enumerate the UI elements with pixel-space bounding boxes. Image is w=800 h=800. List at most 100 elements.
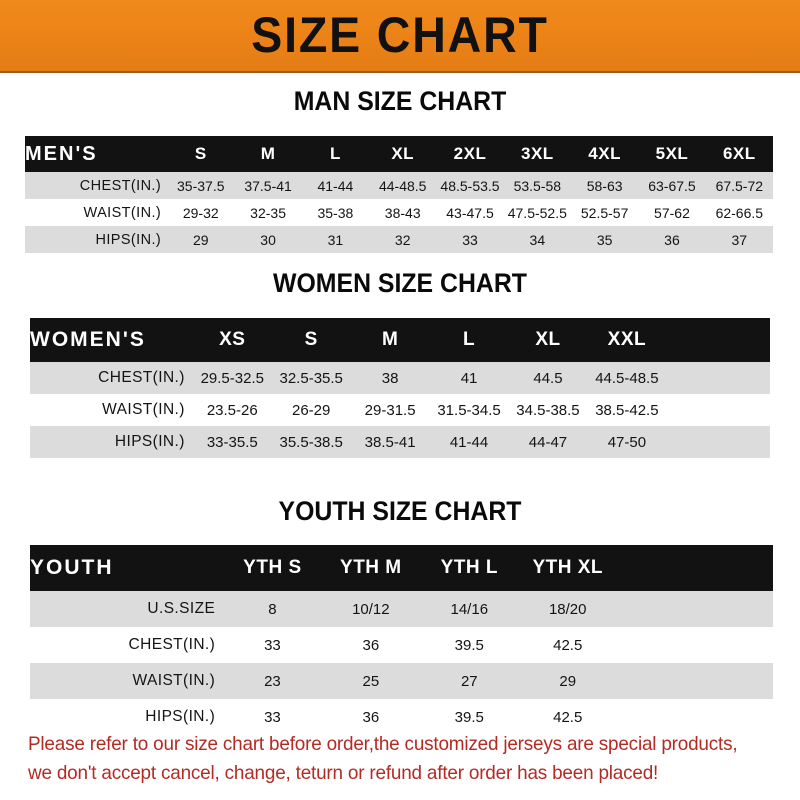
women-header-label: WOMEN'S: [30, 328, 146, 351]
banner-underline: [0, 71, 800, 73]
man-size-column-header: M: [260, 144, 276, 163]
man-measurement-value: 32-35: [250, 204, 286, 221]
man-measurement-value: 43-47.5: [446, 204, 494, 221]
man-size-column-header: 5XL: [655, 144, 689, 163]
man-size-column-header: S: [194, 144, 207, 163]
women-measurement-value: 38.5-42.5: [595, 401, 659, 419]
man-measurement-value: 35-37.5: [177, 177, 225, 194]
women-measurement-value: 34.5-38.5: [516, 401, 580, 419]
youth-measurement-value: 23: [264, 672, 281, 690]
man-measurement-value: 32: [394, 231, 411, 248]
table-row: HIPS(IN.) 33-35.5 35.5-38.5 38.5-41 41-44 44-…: [30, 426, 770, 458]
youth-measurement-label: CHEST(IN.): [128, 636, 216, 653]
youth-measurement-value: 39.5: [454, 708, 484, 726]
women-header-filler: [666, 318, 770, 362]
man-measurement-label: HIPS(IN.): [95, 231, 162, 248]
women-size-chart-table: WOMEN'S XS S M L XL XXL CHEST(IN.) 29.5-32.5 32.5…: [30, 318, 770, 458]
women-measurement-label: CHEST(IN.): [98, 369, 185, 386]
women-header-row: WOMEN'S XS S M L XL XXL: [30, 318, 770, 362]
women-measurement-value: 47-50: [607, 433, 647, 451]
man-header-row: MEN'S S M L XL 2XL 3XL 4XL 5XL 6XL: [25, 136, 773, 172]
women-size-column-header: S: [304, 329, 318, 350]
youth-size-column-header: YTH S: [243, 557, 302, 578]
women-measurement-value: 32.5-35.5: [279, 369, 343, 387]
man-measurement-label: WAIST(IN.): [83, 204, 162, 221]
table-row: CHEST(IN.) 35-37.5 37.5-41 41-44 44-48.5 48.5…: [25, 172, 773, 199]
youth-row-filler: [617, 627, 773, 663]
man-measurement-value: 35-38: [317, 204, 354, 221]
women-size-column-header: XS: [219, 329, 246, 350]
man-measurement-value: 37.5-41: [244, 177, 292, 194]
youth-measurement-label: WAIST(IN.): [132, 672, 216, 689]
man-measurement-value: 34: [529, 231, 546, 248]
man-size-column-header: XL: [391, 144, 415, 163]
man-measurement-value: 57-62: [654, 204, 690, 221]
youth-measurement-value: 18/20: [548, 600, 587, 618]
youth-measurement-value: 39.5: [454, 636, 484, 654]
women-measurement-value: 44-47: [528, 433, 568, 451]
women-size-column-header: XXL: [607, 329, 647, 350]
man-measurement-value: 29: [192, 231, 209, 248]
man-measurement-value: 53.5-58: [513, 177, 562, 194]
table-row: WAIST(IN.) 29-32 32-35 35-38 38-43 43-47.5 47.…: [25, 199, 773, 226]
man-measurement-value: 30: [260, 231, 276, 248]
youth-measurement-value: 27: [460, 672, 478, 690]
youth-size-chart-table: YOUTH YTH S YTH M YTH L YTH XL U.S.SIZE 8 10/12…: [30, 545, 773, 735]
man-measurement-value: 63-67.5: [648, 177, 696, 194]
man-measurement-value: 58-63: [586, 177, 623, 194]
women-measurement-value: 35.5-38.5: [279, 433, 343, 451]
man-measurement-value: 48.5-53.5: [440, 177, 500, 194]
women-measurement-value: 44.5-48.5: [595, 369, 659, 387]
man-size-column-header: 6XL: [722, 144, 756, 163]
women-measurement-value: 38.5-41: [364, 433, 416, 451]
table-row: HIPS(IN.) 29 30 31 32 33 34 35 36 37: [25, 226, 773, 253]
women-size-column-header: M: [381, 329, 399, 350]
table-row: CHEST(IN.) 29.5-32.5 32.5-35.5 38 41 44.5 44.5…: [30, 362, 770, 394]
women-measurement-value: 44.5: [533, 369, 563, 387]
women-row-filler: [666, 362, 770, 394]
women-measurement-label: HIPS(IN.): [114, 433, 185, 450]
man-size-column-header: 3XL: [520, 144, 554, 163]
youth-measurement-value: 25: [362, 672, 380, 690]
youth-size-table: YOUTH YTH S YTH M YTH L YTH XL U.S.SIZE 8 10/12…: [30, 545, 773, 735]
women-size-table: WOMEN'S XS S M L XL XXL CHEST(IN.) 29.5-32.5 32.5…: [30, 318, 770, 458]
table-row: WAIST(IN.) 23 25 27 29: [30, 663, 773, 699]
women-measurement-value: 23.5-26: [206, 401, 258, 419]
man-size-column-header: L: [329, 144, 341, 163]
women-size-column-header: L: [462, 329, 476, 350]
women-measurement-value: 33-35.5: [206, 433, 258, 451]
man-measurement-value: 52.5-57: [580, 204, 629, 221]
women-measurement-value: 26-29: [292, 401, 331, 419]
youth-size-column-header: YTH L: [440, 557, 498, 578]
women-measurement-value: 29-31.5: [364, 401, 416, 419]
youth-measurement-value: 14/16: [450, 600, 489, 618]
table-row: WAIST(IN.) 23.5-26 26-29 29-31.5 31.5-34.5 34…: [30, 394, 770, 426]
page-title: SIZE CHART: [251, 7, 549, 63]
man-size-column-header: 2XL: [453, 144, 487, 163]
youth-measurement-value: 29: [559, 672, 577, 690]
youth-row-filler: [617, 591, 773, 627]
man-measurement-value: 38-43: [384, 204, 421, 221]
man-measurement-value: 47.5-52.5: [507, 204, 567, 221]
table-row: U.S.SIZE 8 10/12 14/16 18/20: [30, 591, 773, 627]
youth-size-column-header: YTH M: [340, 557, 402, 578]
youth-measurement-value: 33: [264, 708, 281, 726]
man-size-chart-table: MEN'S S M L XL 2XL 3XL 4XL 5XL 6XL CHEST(IN.) 35-37…: [25, 136, 773, 253]
man-measurement-value: 44-48.5: [378, 177, 427, 194]
youth-size-column-header: YTH XL: [532, 557, 603, 578]
man-measurement-value: 37: [731, 231, 748, 248]
women-measurement-value: 29.5-32.5: [200, 369, 264, 387]
women-measurement-value: 31.5-34.5: [437, 401, 501, 419]
man-measurement-value: 35: [596, 231, 613, 248]
man-measurement-value: 33: [462, 231, 478, 248]
section-title-youth: YOUTH SIZE CHART: [278, 496, 522, 526]
banner: SIZE CHART: [0, 0, 800, 71]
man-measurement-value: 67.5-72: [715, 177, 764, 194]
youth-measurement-value: 10/12: [352, 600, 390, 618]
women-measurement-value: 41-44: [449, 433, 489, 451]
youth-measurement-value: 33: [264, 636, 281, 654]
youth-measurement-value: 36: [362, 636, 380, 654]
man-measurement-value: 29-32: [182, 204, 219, 221]
section-title-man: MAN SIZE CHART: [293, 86, 507, 116]
youth-measurement-value: 42.5: [553, 708, 583, 726]
